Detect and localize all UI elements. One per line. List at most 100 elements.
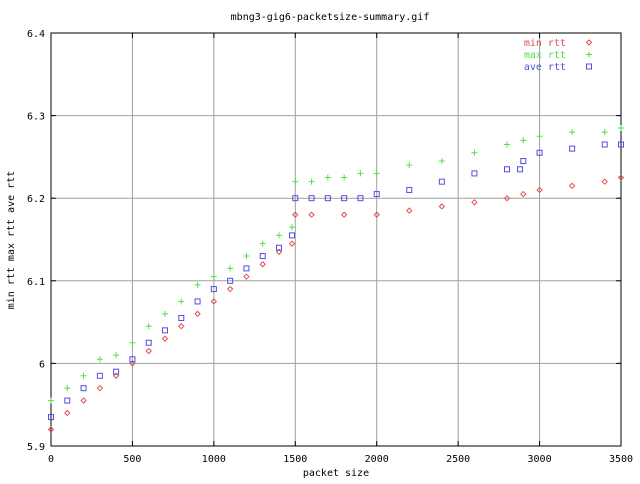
data-point	[536, 149, 543, 156]
data-point	[324, 174, 331, 181]
data-point	[341, 174, 348, 181]
data-point	[259, 261, 266, 268]
data-point	[227, 277, 234, 284]
data-point	[194, 310, 201, 318]
series-plus	[48, 124, 624, 404]
data-point	[503, 194, 511, 202]
y-tick-label: 6.2	[27, 194, 45, 205]
data-point	[288, 240, 296, 247]
data-point	[243, 265, 250, 272]
plot-frame	[50, 32, 622, 447]
data-point	[341, 195, 348, 202]
x-tick-label: 0	[48, 454, 54, 465]
data-point	[112, 372, 120, 379]
x-tick-label: 3500	[609, 454, 633, 465]
data-point	[618, 141, 624, 148]
data-point	[324, 195, 331, 202]
x-tick-label: 500	[123, 454, 141, 465]
data-point	[129, 360, 136, 367]
data-point	[210, 298, 218, 305]
series-square	[48, 141, 624, 421]
x-tick-label: 2000	[365, 454, 389, 465]
data-point	[504, 141, 510, 148]
data-point	[471, 199, 478, 206]
legend-marker	[586, 51, 592, 58]
data-point	[373, 211, 380, 218]
data-point	[80, 372, 87, 379]
x-tick-label: 1000	[202, 454, 226, 465]
y-axis-label: min rtt max rtt ave rtt	[6, 171, 17, 309]
legend-marker	[586, 63, 592, 70]
data-point	[289, 232, 296, 239]
data-point	[226, 285, 234, 293]
y-tick-label: 5.9	[27, 442, 45, 453]
x-axis-label: packet size	[303, 468, 369, 479]
data-point	[569, 129, 576, 136]
data-point	[178, 323, 185, 330]
data-point	[406, 207, 413, 214]
data-point	[64, 409, 71, 417]
data-point	[96, 372, 103, 379]
data-point	[536, 133, 543, 140]
grid	[51, 33, 621, 446]
data-point	[568, 182, 576, 190]
data-point	[406, 186, 413, 193]
data-point	[47, 426, 55, 433]
data-point	[178, 298, 185, 305]
data-marks	[47, 124, 625, 433]
data-point	[194, 298, 201, 305]
data-point	[48, 414, 54, 421]
data-point	[438, 178, 445, 185]
x-tick-label: 3000	[528, 454, 552, 465]
data-point	[48, 397, 54, 404]
data-point	[308, 211, 315, 218]
y-tick-label: 6.1	[27, 277, 45, 288]
data-point	[520, 137, 527, 144]
series-diamond	[47, 174, 625, 433]
data-point	[569, 145, 576, 152]
chart-title: mbng3-gig6-packetsize-summary.gif	[231, 12, 430, 23]
data-point	[145, 323, 152, 330]
data-point	[520, 190, 527, 198]
y-tick-label: 6.4	[27, 29, 45, 40]
data-point	[145, 339, 152, 346]
data-point	[471, 170, 478, 177]
y-tick-label: 6.3	[27, 112, 45, 123]
data-point	[340, 211, 348, 218]
x-tick-label: 2500	[446, 454, 470, 465]
data-point	[292, 195, 299, 202]
axes: 0 500 1000 1500 2000 2500 3000 3500 5.9 6 6.1 6.2 6.…	[27, 29, 633, 465]
data-point	[276, 232, 282, 239]
legend-label: max rtt	[524, 50, 566, 61]
data-point	[438, 203, 446, 210]
data-point	[536, 186, 543, 194]
data-point	[243, 253, 250, 260]
data-point	[129, 356, 136, 363]
y-tick-label: 6	[39, 359, 45, 370]
data-point	[178, 314, 185, 321]
data-point	[210, 273, 217, 280]
data-point	[617, 174, 625, 181]
data-point	[292, 178, 299, 185]
data-point	[618, 124, 624, 131]
x-tick-label: 1500	[283, 454, 307, 465]
data-point	[276, 244, 282, 251]
data-point	[96, 356, 103, 363]
data-point	[373, 170, 380, 177]
data-point	[308, 195, 315, 202]
data-point	[520, 158, 527, 165]
data-point	[64, 385, 71, 392]
legend-marker	[585, 39, 593, 46]
data-point	[145, 347, 152, 355]
data-point	[357, 195, 364, 202]
data-point	[162, 310, 168, 317]
data-point	[259, 240, 266, 247]
data-point	[373, 191, 380, 198]
data-point	[194, 281, 201, 288]
data-point	[504, 166, 510, 173]
data-point	[227, 265, 234, 272]
data-point	[161, 335, 169, 342]
